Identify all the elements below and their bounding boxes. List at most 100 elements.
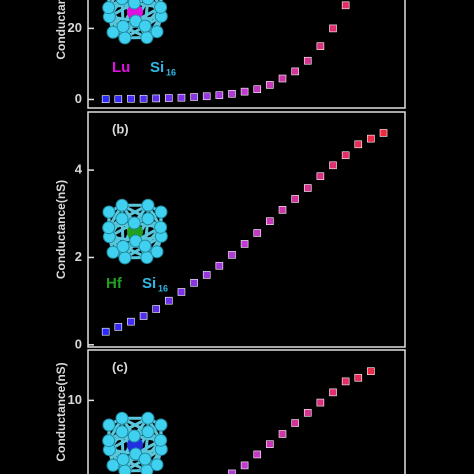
data-point	[139, 312, 148, 320]
atom	[141, 212, 155, 226]
y-axis-label: Conductance(nS)	[54, 362, 68, 461]
panel-frame	[87, 111, 406, 348]
atom	[141, 198, 155, 212]
data-point	[190, 93, 198, 101]
data-point	[202, 92, 211, 101]
data-point	[215, 91, 224, 100]
data-point	[367, 367, 375, 375]
cluster-label: Si	[142, 275, 156, 292]
atom	[102, 434, 116, 448]
atom	[116, 19, 130, 33]
atom	[154, 418, 168, 432]
atom	[127, 429, 141, 443]
data-point	[114, 95, 123, 103]
atom	[127, 0, 141, 10]
data-point	[303, 56, 312, 65]
atom	[150, 245, 164, 259]
atom	[154, 0, 168, 14]
atom	[118, 464, 132, 474]
data-point	[152, 305, 160, 313]
atom	[127, 216, 141, 230]
data-point	[303, 184, 312, 192]
data-point	[329, 24, 337, 33]
atom	[141, 0, 155, 6]
atom	[102, 1, 116, 15]
data-point	[341, 377, 350, 386]
atom	[154, 433, 168, 447]
data-point	[139, 94, 148, 103]
atom	[106, 25, 120, 39]
data-point	[341, 151, 350, 160]
atom	[116, 452, 130, 466]
data-point	[367, 134, 375, 143]
data-point	[266, 440, 274, 449]
data-point	[190, 278, 198, 287]
panel-label: (c)	[112, 359, 128, 374]
atom	[115, 198, 129, 212]
data-point	[329, 388, 337, 397]
data-point	[316, 42, 325, 50]
data-point	[165, 94, 173, 102]
data-point	[253, 85, 262, 93]
atom	[102, 221, 116, 235]
y-tick-label: 10	[68, 392, 82, 407]
data-point	[215, 261, 224, 270]
data-point	[278, 430, 287, 438]
atom	[115, 212, 129, 226]
atom	[154, 205, 168, 219]
data-point	[266, 217, 274, 226]
cluster-icon	[102, 198, 168, 265]
cluster-subscript: 16	[158, 283, 168, 293]
data-point	[341, 1, 350, 10]
data-point	[316, 398, 325, 407]
atom	[102, 205, 116, 219]
data-point	[240, 87, 249, 96]
atom	[141, 425, 155, 439]
element-label: Hf	[106, 275, 123, 292]
atom	[150, 458, 164, 472]
element-label: Lu	[112, 59, 130, 76]
data-point	[152, 94, 160, 103]
cluster-subscript: 16	[166, 67, 176, 77]
data-point	[303, 409, 312, 417]
y-tick-label: 20	[68, 20, 82, 35]
data-point	[177, 93, 186, 102]
atom	[118, 31, 132, 45]
atom	[150, 25, 164, 39]
atom	[106, 245, 120, 259]
atom	[115, 425, 129, 439]
panel-frame	[87, 349, 406, 474]
data-point	[266, 81, 274, 89]
data-point	[228, 251, 236, 259]
atom	[138, 452, 152, 466]
data-point	[101, 327, 110, 336]
data-point	[329, 161, 337, 170]
atom	[102, 418, 116, 432]
data-point	[253, 450, 262, 459]
panel-label: (b)	[112, 121, 129, 136]
data-point	[240, 240, 249, 248]
data-point	[228, 469, 236, 474]
data-point	[316, 172, 325, 181]
y-axis-label: Conductance(nS)	[54, 180, 68, 279]
data-point	[354, 373, 363, 382]
data-point	[114, 323, 123, 331]
data-point	[240, 461, 249, 470]
panel-frame	[87, 0, 406, 109]
data-point	[253, 229, 262, 237]
data-point	[228, 89, 236, 98]
data-point	[354, 140, 363, 149]
atom	[118, 251, 132, 265]
y-tick-label: 4	[75, 162, 83, 177]
data-point	[291, 195, 299, 203]
y-tick-label: 2	[75, 249, 82, 264]
data-point	[291, 419, 299, 427]
data-point	[177, 288, 186, 296]
atom	[141, 411, 155, 425]
atom	[154, 220, 168, 234]
cluster-icon	[102, 0, 168, 45]
data-point	[165, 296, 173, 305]
data-point	[291, 67, 299, 76]
data-point	[278, 206, 287, 214]
